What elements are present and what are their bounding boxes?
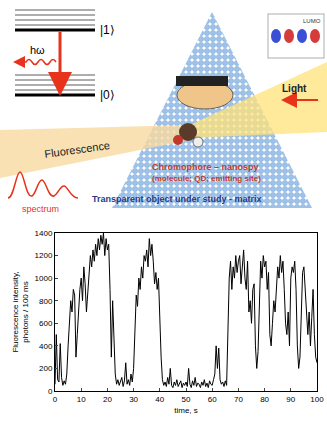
svg-text:1200: 1200 [35, 251, 53, 260]
svg-text:Fluorescence intensity,photons: Fluorescence intensity,photons / 100 ms [11, 271, 30, 352]
svg-text:LUMO: LUMO [303, 18, 321, 24]
svg-text:Chromophore – nanospy: Chromophore – nanospy [152, 162, 259, 172]
svg-text:40: 40 [155, 395, 164, 404]
svg-text:|1⟩: |1⟩ [100, 23, 115, 37]
svg-text:Transparent object under study: Transparent object under study - matrix [92, 194, 262, 204]
svg-text:90: 90 [286, 395, 295, 404]
svg-text:800: 800 [39, 297, 53, 306]
svg-text:10: 10 [77, 395, 86, 404]
svg-text:Fluorescence: Fluorescence [44, 139, 111, 160]
svg-text:50: 50 [182, 395, 191, 404]
svg-text:1000: 1000 [35, 274, 53, 283]
svg-text:Light: Light [282, 83, 307, 94]
svg-text:0: 0 [53, 395, 58, 404]
svg-text:600: 600 [39, 319, 53, 328]
svg-text:100: 100 [310, 395, 324, 404]
svg-text:30: 30 [129, 395, 138, 404]
svg-text:70: 70 [234, 395, 243, 404]
svg-text:80: 80 [260, 395, 269, 404]
svg-text:(molecule; QD; emitting site): (molecule; QD; emitting site) [152, 174, 261, 183]
svg-text:|0⟩: |0⟩ [100, 88, 115, 102]
svg-text:hω: hω [30, 44, 45, 56]
svg-text:60: 60 [208, 395, 217, 404]
svg-text:time, s: time, s [174, 406, 198, 415]
svg-text:1400: 1400 [35, 229, 53, 238]
svg-text:0: 0 [48, 387, 53, 396]
svg-text:400: 400 [39, 342, 53, 351]
svg-text:spectrum: spectrum [22, 204, 59, 214]
svg-text:20: 20 [103, 395, 112, 404]
svg-text:200: 200 [39, 364, 53, 373]
